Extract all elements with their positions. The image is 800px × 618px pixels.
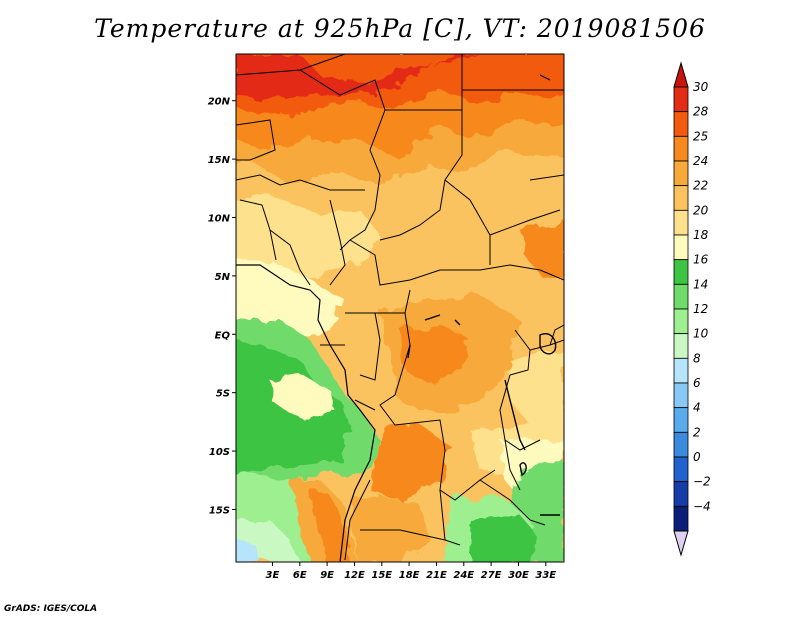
- lon-tick-label: 24E: [453, 570, 474, 581]
- colorbar-label: −4: [693, 499, 711, 513]
- country-borders: [236, 54, 564, 561]
- lat-tick-label: 15N: [208, 155, 231, 166]
- longitude-axis: 3E 6E 9E 12E 15E 18E 21E 24E 27E 30E 33E: [266, 562, 556, 581]
- lon-tick-label: 3E: [266, 570, 280, 581]
- map-title: Temperature at 925hPa [C], VT: 201908150…: [94, 14, 706, 43]
- colorbar-label: 30: [693, 80, 709, 94]
- grads-credit: GrADS: IGES/COLA: [4, 604, 98, 614]
- lat-tick-label: EQ: [215, 330, 231, 341]
- colorbar-swatch: [673, 382, 689, 409]
- lon-tick-label: 12E: [344, 570, 365, 581]
- colorbar-label: 12: [693, 302, 708, 316]
- lon-tick-label: 33E: [535, 570, 556, 581]
- lat-tick-label: 5S: [216, 389, 230, 400]
- colorbar-label: 25: [693, 129, 708, 143]
- colorbar-label: 2: [693, 425, 701, 439]
- colorbar-label: 14: [693, 277, 708, 291]
- colorbar-swatch: [673, 185, 689, 211]
- colorbar-swatch: [673, 333, 689, 359]
- colorbar-label: 6: [693, 376, 701, 390]
- lon-tick-label: 15E: [371, 570, 392, 581]
- colorbar-swatch: [673, 86, 689, 113]
- colorbar-swatch: [673, 160, 689, 187]
- colorbar-swatch: [673, 209, 689, 236]
- colorbar-swatch: [673, 283, 689, 310]
- colorbar-swatch: [673, 308, 689, 335]
- colorbar-label: 18: [693, 228, 709, 242]
- colorbar-swatch: [673, 431, 689, 458]
- lon-tick-label: 30E: [508, 570, 529, 581]
- lat-tick-label: 10S: [209, 447, 230, 458]
- colorbar-swatch: [673, 111, 689, 137]
- coastline: [236, 264, 376, 562]
- lon-tick-label: 27E: [481, 570, 502, 581]
- map-frame: [235, 53, 565, 563]
- colorbar-label: 22: [693, 179, 708, 193]
- colorbar-label: 16: [693, 253, 709, 267]
- colorbar-bottom-arrow: [673, 530, 689, 557]
- colorbar-swatch: [673, 357, 689, 384]
- colorbar-label: −2: [693, 475, 711, 489]
- colorbar-label: 8: [693, 351, 701, 365]
- temperature-field: [236, 54, 564, 562]
- colorbar-label: 4: [693, 401, 701, 415]
- lat-tick-label: 10N: [208, 213, 231, 224]
- colorbar-label: 20: [693, 203, 709, 217]
- lat-tick-label: 15S: [209, 505, 230, 516]
- latitude-axis: 20N 15N 10N 5N EQ 5S 10S 15S: [208, 97, 236, 516]
- lon-tick-label: 21E: [426, 570, 447, 581]
- colorbar-swatch: [673, 407, 689, 433]
- colorbar-swatch: [673, 481, 689, 507]
- colorbar-swatch: [673, 259, 689, 285]
- lon-tick-label: 18E: [399, 570, 420, 581]
- lat-tick-label: 20N: [208, 97, 231, 108]
- lakes: [407, 314, 560, 516]
- lon-tick-label: 9E: [320, 570, 334, 581]
- colorbar-swatch: [673, 234, 689, 261]
- lon-tick-label: 6E: [293, 570, 307, 581]
- colorbar-swatch: [673, 456, 689, 483]
- colorbar-label: 24: [693, 154, 708, 168]
- colorbar-swatch: [673, 505, 689, 532]
- colorbar-label: 0: [693, 450, 701, 464]
- colorbar-top-arrow: [673, 61, 689, 88]
- colorbar-label: 10: [693, 327, 709, 341]
- colorbar-swatch: [673, 135, 689, 162]
- colorbar-label: 28: [693, 105, 709, 119]
- lat-tick-label: 5N: [215, 272, 231, 283]
